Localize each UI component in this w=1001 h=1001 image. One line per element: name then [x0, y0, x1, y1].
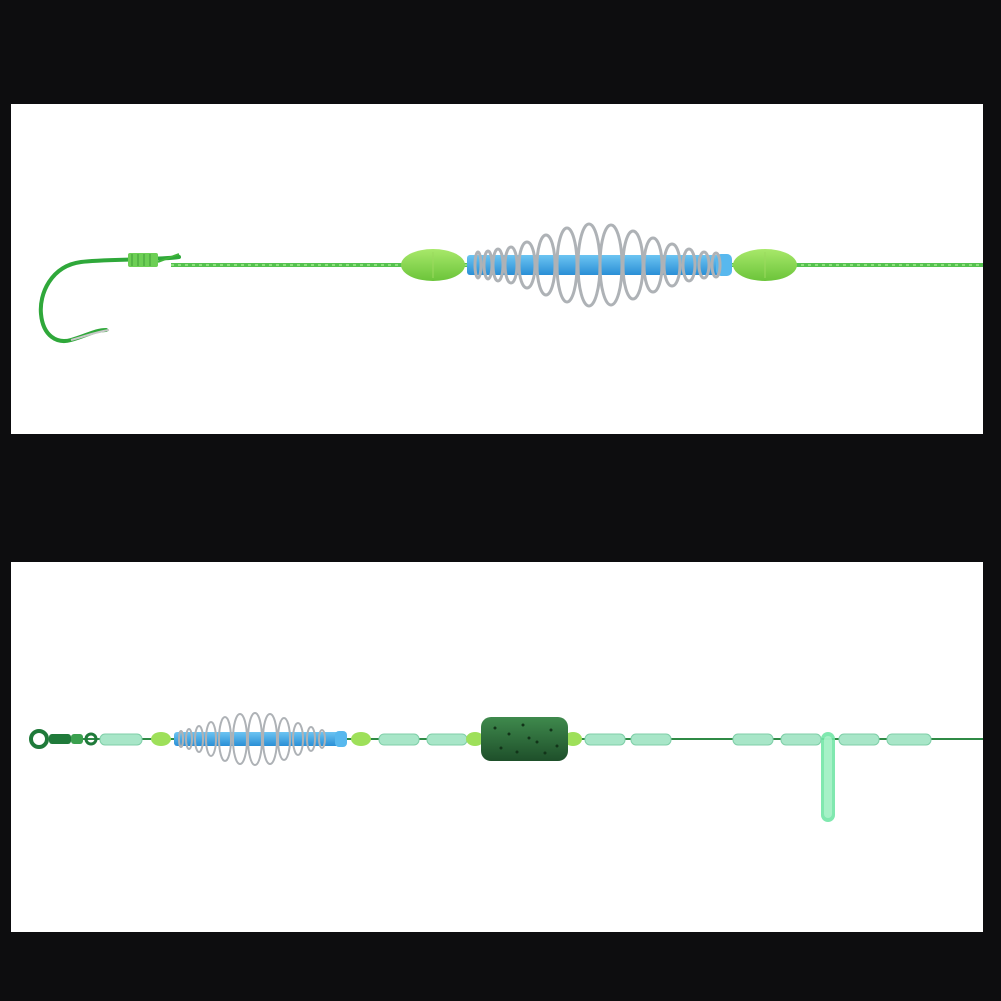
- space-bead-icon: [99, 733, 932, 746]
- swivel-icon: [29, 729, 98, 749]
- bottom-rig-illustration: [29, 712, 983, 822]
- spring-feeder-icon: [174, 712, 347, 766]
- top-rig-illustration: [38, 222, 983, 343]
- bead-icon: [401, 249, 465, 281]
- glow-stick-icon: [821, 732, 835, 822]
- bottom-rig-panel: [11, 562, 983, 932]
- spring-feeder-icon: [467, 222, 732, 308]
- sinker-icon: [466, 717, 582, 761]
- bead-icon: [351, 732, 371, 746]
- bead-icon: [733, 249, 797, 281]
- bead-icon: [151, 732, 171, 746]
- top-rig-panel: [11, 104, 983, 434]
- fishing-hook-icon: [38, 253, 181, 343]
